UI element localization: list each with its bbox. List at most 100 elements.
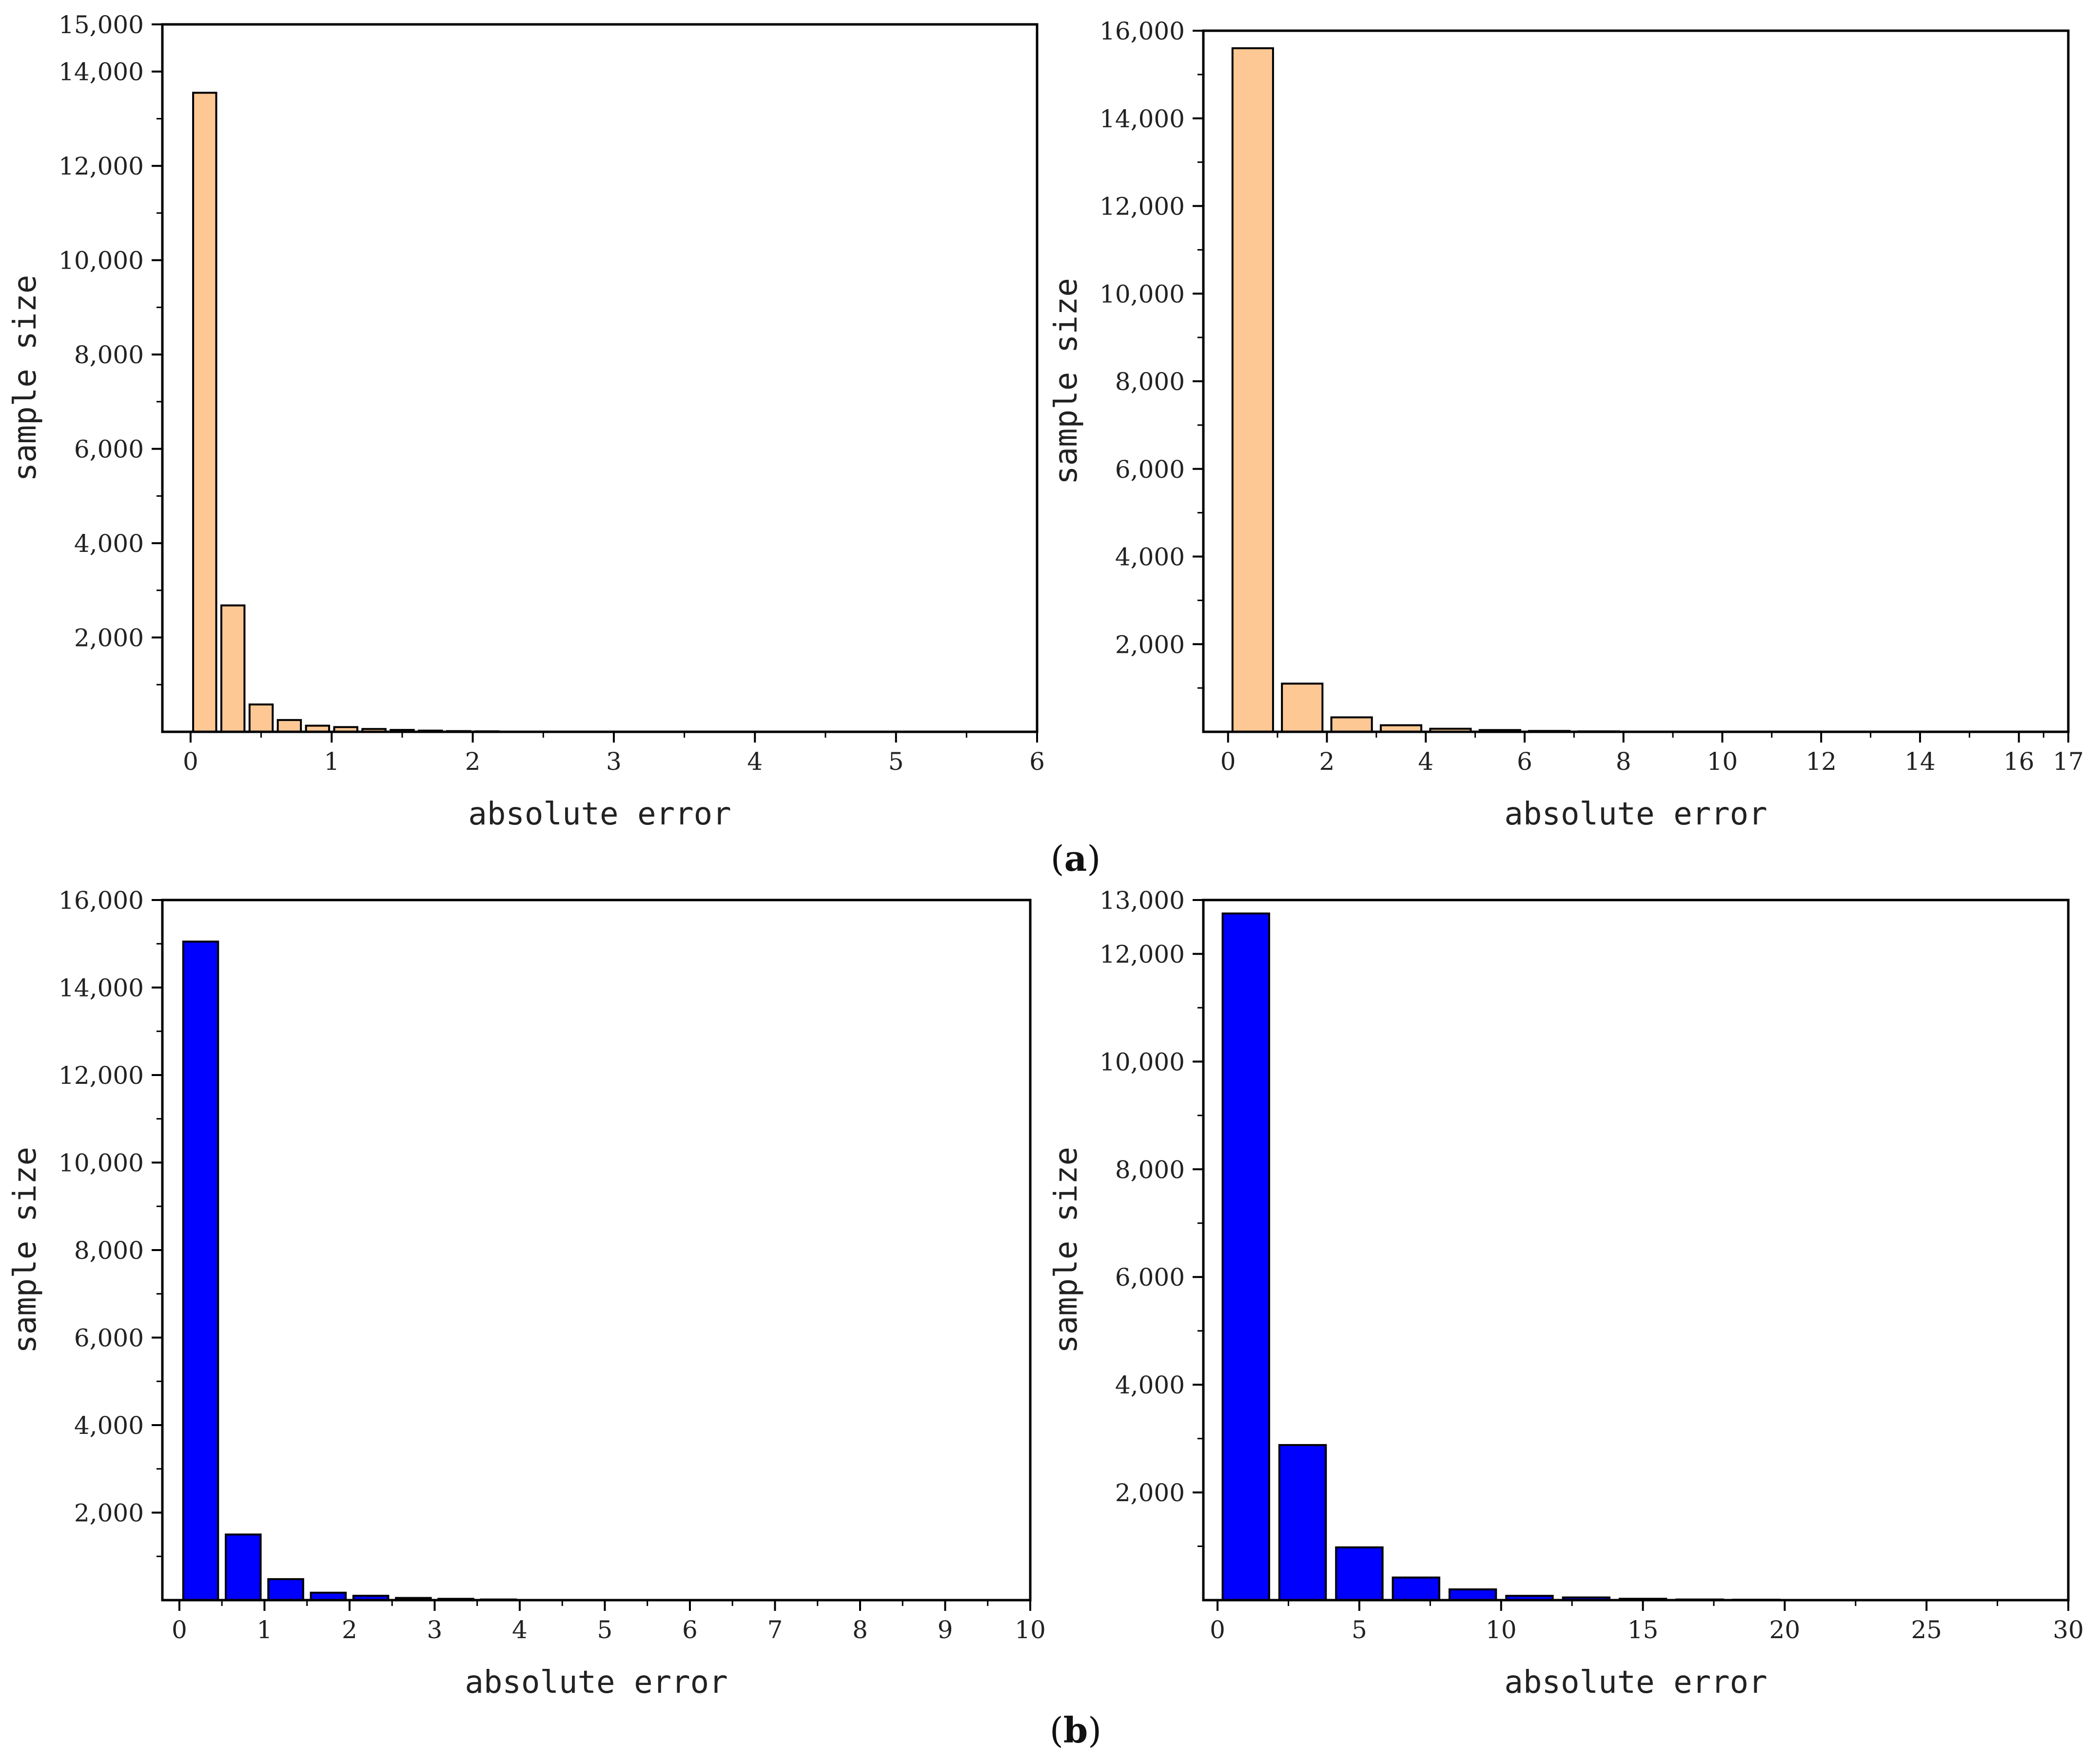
bar-a-right-0 bbox=[1231, 47, 1274, 733]
y-tick-label-a-right-6: 14,000 bbox=[1099, 105, 1185, 133]
chart-b-right: 0 5 10 15 20 25 30 2,000 4,000 6,000 8,000 10,000 12… bbox=[1048, 886, 2084, 1701]
x-tick-label-b-left-5: 5 bbox=[597, 1616, 613, 1644]
chart-a-left: 0 1 2 3 4 5 6 2,000 4,000 6,000 8,000 10,000 12,000 1… bbox=[7, 11, 1045, 832]
x-tick-label-a-right-6: 12 bbox=[1806, 747, 1837, 776]
x-axis-label-b-right: absolute error bbox=[1504, 1664, 1767, 1701]
bar-a-left-3 bbox=[276, 719, 302, 733]
caption-b-open: ( bbox=[1050, 1710, 1063, 1751]
x-tick-label-b-left-9: 9 bbox=[938, 1616, 953, 1644]
y-tick-label-a-left-6: 14,000 bbox=[59, 58, 144, 86]
x-tick-label-a-left-3: 3 bbox=[606, 747, 622, 776]
y-tick-label-b-right-6: 13,000 bbox=[1099, 886, 1185, 915]
bar-b-right-0 bbox=[1221, 912, 1270, 1601]
x-tick-label-a-left-1: 1 bbox=[324, 747, 339, 776]
y-tick-label-b-left-1: 4,000 bbox=[74, 1411, 144, 1440]
y-tick-label-b-right-0: 2,000 bbox=[1115, 1479, 1185, 1507]
y-tick-label-a-left-2: 6,000 bbox=[74, 435, 144, 464]
bar-b-right-3 bbox=[1392, 1576, 1440, 1602]
x-tick-label-b-left-1: 1 bbox=[257, 1616, 273, 1644]
y-tick-label-a-right-0: 2,000 bbox=[1115, 630, 1185, 659]
y-tick-label-a-left-0: 2,000 bbox=[74, 624, 144, 652]
x-tick-label-a-left-0: 0 bbox=[183, 747, 198, 776]
y-tick-label-b-left-0: 2,000 bbox=[74, 1499, 144, 1527]
y-tick-label-b-left-4: 10,000 bbox=[59, 1149, 144, 1177]
x-tick-label-b-right-3: 15 bbox=[1628, 1616, 1659, 1644]
bar-a-left-2 bbox=[248, 703, 274, 733]
x-axis-label-a-left: absolute error bbox=[468, 796, 731, 832]
x-tick-label-a-left-6: 6 bbox=[1029, 747, 1045, 776]
x-tick-label-a-left-4: 4 bbox=[747, 747, 763, 776]
x-tick-label-a-right-9: 17 bbox=[2053, 747, 2084, 776]
caption-a: (a) bbox=[1051, 838, 1101, 879]
x-tick-label-b-left-4: 4 bbox=[512, 1616, 528, 1644]
y-tick-label-b-left-5: 12,000 bbox=[59, 1061, 144, 1090]
x-tick-label-b-right-0: 0 bbox=[1210, 1616, 1225, 1644]
y-tick-label-a-left-5: 12,000 bbox=[59, 152, 144, 180]
x-tick-label-b-left-3: 3 bbox=[427, 1616, 443, 1644]
caption-a-close: ) bbox=[1087, 838, 1100, 879]
y-tick-label-a-right-7: 16,000 bbox=[1099, 17, 1185, 45]
y-tick-label-b-left-6: 14,000 bbox=[59, 974, 144, 1002]
caption-a-open: ( bbox=[1051, 838, 1064, 879]
bar-b-left-1 bbox=[225, 1533, 262, 1601]
y-tick-label-a-right-1: 4,000 bbox=[1115, 543, 1185, 571]
chart-a-right: 0 2 4 6 8 10 12 14 16 17 2,000 4,000 6,000 8,000 10,00… bbox=[1048, 17, 2084, 832]
y-tick-label-b-left-3: 8,000 bbox=[74, 1236, 144, 1265]
bar-a-left-0 bbox=[192, 92, 217, 733]
y-tick-label-b-right-5: 12,000 bbox=[1099, 940, 1185, 968]
bar-a-right-2 bbox=[1330, 716, 1373, 733]
x-tick-label-a-right-0: 0 bbox=[1220, 747, 1236, 776]
x-tick-label-a-right-2: 4 bbox=[1418, 747, 1433, 776]
y-tick-label-b-left-2: 6,000 bbox=[74, 1324, 144, 1352]
chart-b-left: 0 1 2 3 4 5 6 7 8 9 10 2,000 4,000 6,000 8,000 10,000 12… bbox=[7, 886, 1046, 1701]
x-tick-label-a-left-2: 2 bbox=[465, 747, 481, 776]
plot-frame-b-left bbox=[161, 899, 1032, 1602]
x-tick-label-b-left-0: 0 bbox=[172, 1616, 187, 1644]
bar-b-left-0 bbox=[182, 940, 219, 1601]
x-tick-label-b-left-2: 2 bbox=[342, 1616, 357, 1644]
x-tick-label-a-left-5: 5 bbox=[888, 747, 904, 776]
plot-frame-a-right bbox=[1202, 29, 2070, 733]
x-tick-label-b-left-10: 10 bbox=[1015, 1616, 1046, 1644]
caption-a-letter: a bbox=[1064, 838, 1087, 879]
bar-b-right-4 bbox=[1448, 1588, 1497, 1602]
x-tick-label-a-right-1: 2 bbox=[1319, 747, 1335, 776]
y-tick-label-a-left-7: 15,000 bbox=[59, 11, 144, 39]
y-tick-label-a-right-5: 12,000 bbox=[1099, 193, 1185, 221]
bar-b-right-2 bbox=[1335, 1546, 1384, 1602]
bar-a-left-1 bbox=[220, 604, 246, 733]
y-tick-label-b-right-4: 10,000 bbox=[1099, 1048, 1185, 1076]
x-tick-label-a-right-7: 14 bbox=[1904, 747, 1936, 776]
y-tick-label-a-right-4: 10,000 bbox=[1099, 280, 1185, 308]
y-axis-label-a-right: sample size bbox=[1048, 278, 1084, 485]
x-axis-label-b-left: absolute error bbox=[465, 1664, 727, 1701]
caption-b: (b) bbox=[1050, 1709, 1102, 1751]
plot-frame-a-left bbox=[161, 23, 1039, 733]
x-tick-label-b-left-7: 7 bbox=[767, 1616, 783, 1644]
y-tick-label-b-right-2: 6,000 bbox=[1115, 1263, 1185, 1292]
x-tick-label-a-right-5: 10 bbox=[1707, 747, 1738, 776]
x-tick-label-b-left-6: 6 bbox=[682, 1616, 698, 1644]
caption-b-close: ) bbox=[1088, 1710, 1101, 1751]
bar-b-right-1 bbox=[1278, 1444, 1327, 1602]
x-tick-label-a-right-8: 16 bbox=[2003, 747, 2035, 776]
x-tick-label-a-right-3: 6 bbox=[1517, 747, 1532, 776]
x-tick-label-b-right-2: 10 bbox=[1486, 1616, 1517, 1644]
x-tick-label-a-right-4: 8 bbox=[1616, 747, 1631, 776]
y-tick-label-a-left-3: 8,000 bbox=[74, 341, 144, 369]
y-tick-label-a-left-1: 4,000 bbox=[74, 529, 144, 558]
x-tick-label-b-right-6: 30 bbox=[2053, 1616, 2084, 1644]
x-tick-label-b-right-5: 25 bbox=[1911, 1616, 1942, 1644]
y-tick-label-a-right-2: 6,000 bbox=[1115, 455, 1185, 484]
caption-b-letter: b bbox=[1063, 1709, 1088, 1751]
bar-b-left-2 bbox=[267, 1578, 304, 1601]
y-axis-label-b-left: sample size bbox=[7, 1147, 43, 1353]
y-tick-label-a-right-3: 8,000 bbox=[1115, 368, 1185, 396]
plot-frame-b-right bbox=[1202, 899, 2070, 1602]
bar-a-right-1 bbox=[1281, 683, 1324, 733]
x-axis-label-a-right: absolute error bbox=[1504, 796, 1767, 832]
x-tick-label-b-right-4: 20 bbox=[1769, 1616, 1801, 1644]
x-tick-label-b-right-1: 5 bbox=[1352, 1616, 1367, 1644]
y-axis-label-b-right: sample size bbox=[1048, 1147, 1084, 1353]
